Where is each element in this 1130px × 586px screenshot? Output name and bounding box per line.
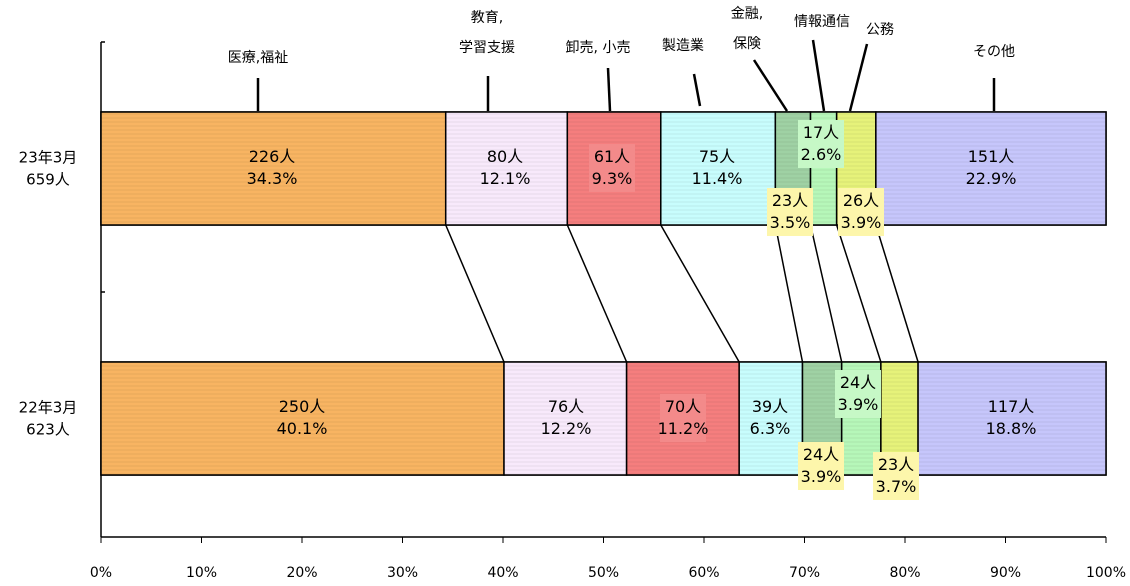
data-label: 24人 bbox=[803, 445, 839, 464]
category-label: 公務 bbox=[866, 22, 894, 38]
row-label: 23年3月 bbox=[19, 149, 78, 167]
bar-segment bbox=[875, 111, 1107, 226]
data-label: 3.9% bbox=[841, 213, 882, 232]
data-label: 12.2% bbox=[541, 419, 592, 438]
data-label: 18.8% bbox=[986, 419, 1037, 438]
bar-segment bbox=[660, 111, 777, 226]
x-tick-label: 50% bbox=[588, 565, 619, 581]
x-tick-label: 10% bbox=[186, 565, 217, 581]
x-tick-label: 70% bbox=[789, 565, 820, 581]
bar-segment bbox=[100, 361, 505, 476]
x-tick-label: 20% bbox=[286, 565, 317, 581]
data-label: 151人 bbox=[968, 147, 1015, 166]
data-label: 3.5% bbox=[770, 213, 811, 232]
data-label: 250人 bbox=[279, 397, 326, 416]
leader-line bbox=[848, 43, 869, 112]
x-tick-label: 0% bbox=[90, 565, 112, 581]
bar-segment bbox=[917, 361, 1107, 476]
row-label: 659人 bbox=[26, 171, 70, 189]
data-label: 61人 bbox=[594, 147, 630, 166]
x-tick-label: 100% bbox=[1086, 565, 1126, 581]
data-label: 11.2% bbox=[658, 419, 709, 438]
data-label-bg bbox=[838, 188, 884, 236]
data-label: 11.4% bbox=[692, 169, 743, 188]
connector-line bbox=[445, 224, 505, 363]
data-label: 76人 bbox=[548, 397, 584, 416]
data-label-bg bbox=[589, 144, 635, 192]
data-label: 12.1% bbox=[480, 169, 531, 188]
row-label: 22年3月 bbox=[19, 399, 78, 417]
category-label: 情報通信 bbox=[794, 14, 850, 30]
category-label: 保険 bbox=[733, 36, 761, 52]
category-label: その他 bbox=[973, 44, 1015, 60]
x-tick-label: 90% bbox=[990, 565, 1021, 581]
data-label: 39人 bbox=[752, 397, 788, 416]
category-label: 製造業 bbox=[662, 38, 704, 54]
data-label-bg bbox=[798, 442, 844, 490]
data-label: 9.3% bbox=[592, 169, 633, 188]
data-label: 75人 bbox=[699, 147, 735, 166]
connector-line bbox=[660, 224, 740, 363]
data-label-bg bbox=[660, 394, 706, 442]
x-tick-label: 80% bbox=[889, 565, 920, 581]
data-label: 24人 bbox=[840, 373, 876, 392]
data-label: 3.9% bbox=[801, 467, 842, 486]
data-label: 3.7% bbox=[876, 477, 917, 496]
leader-line bbox=[692, 73, 702, 107]
row-label: 623人 bbox=[26, 421, 70, 439]
category-label: 金融, bbox=[731, 6, 763, 22]
connector-line bbox=[774, 224, 804, 363]
data-label: 40.1% bbox=[277, 419, 328, 438]
data-label: 17人 bbox=[803, 123, 839, 142]
data-label: 117人 bbox=[988, 397, 1035, 416]
data-label: 6.3% bbox=[750, 419, 791, 438]
data-label-bg bbox=[873, 452, 919, 500]
data-label-bg bbox=[798, 120, 844, 168]
data-label: 26人 bbox=[843, 191, 879, 210]
connector-line bbox=[566, 224, 628, 363]
data-label-bg bbox=[835, 370, 881, 418]
data-label: 34.3% bbox=[247, 169, 298, 188]
data-label: 2.6% bbox=[801, 145, 842, 164]
data-label-bg bbox=[767, 188, 813, 236]
leader-line bbox=[606, 67, 612, 112]
bar-segment bbox=[444, 111, 569, 226]
bar-segment bbox=[100, 111, 447, 226]
connector-line bbox=[835, 224, 882, 363]
category-label: 医療,福祉 bbox=[228, 49, 288, 66]
data-label: 23人 bbox=[878, 455, 914, 474]
leader-line bbox=[752, 59, 789, 112]
data-label: 80人 bbox=[487, 147, 523, 166]
data-label: 226人 bbox=[249, 147, 296, 166]
connector-line bbox=[875, 224, 919, 363]
x-tick-label: 60% bbox=[688, 565, 719, 581]
data-label: 23人 bbox=[772, 191, 808, 210]
data-label: 3.9% bbox=[838, 395, 879, 414]
category-label: 卸売, 小売 bbox=[566, 40, 631, 56]
category-label: 学習支援 bbox=[459, 40, 515, 56]
x-tick-label: 30% bbox=[387, 565, 418, 581]
x-tick-label: 40% bbox=[487, 565, 518, 581]
category-label: 教育, bbox=[471, 10, 503, 26]
connector-line bbox=[809, 224, 843, 363]
data-label: 70人 bbox=[665, 397, 701, 416]
leader-line bbox=[811, 39, 826, 112]
data-label: 22.9% bbox=[966, 169, 1017, 188]
